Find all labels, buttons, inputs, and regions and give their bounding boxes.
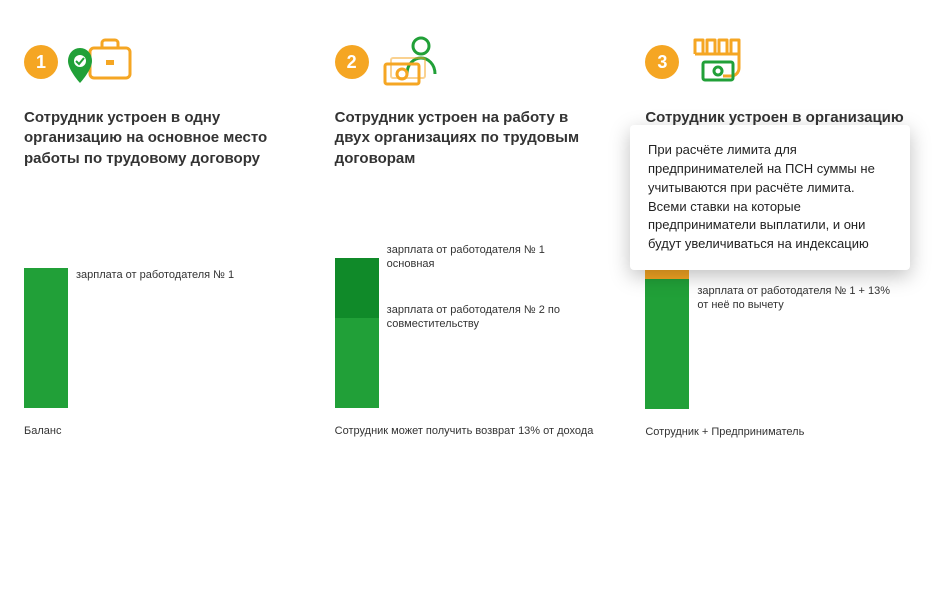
- chart-caption: Сотрудник + Предприниматель: [645, 425, 804, 439]
- badge-row: 3: [645, 30, 916, 94]
- chart-caption: Сотрудник может получить возврат 13% от …: [335, 424, 594, 438]
- bar-segment: [645, 279, 689, 409]
- stacked-bar: [335, 258, 379, 408]
- stacked-bar: [24, 268, 68, 408]
- column-1: 1 Сотрудник устроен в одну организацию н…: [24, 30, 295, 439]
- hand-money-icon: [689, 34, 759, 90]
- step-number-badge: 1: [24, 45, 58, 79]
- column-2: 2 Сотрудник устроен на работу в двух орг…: [335, 30, 606, 439]
- badge-row: 1: [24, 30, 295, 94]
- chart-area: зарплата от работодателя № 2 по совмести…: [335, 208, 606, 438]
- column-title: Сотрудник устроен в одну организацию на …: [24, 108, 295, 188]
- person-cash-icon: [379, 34, 449, 90]
- bar-segment: [24, 268, 68, 408]
- chart-area: зарплата от работодателя № 1 Баланс: [24, 208, 295, 438]
- bar-segment: [335, 318, 379, 408]
- bar-segment-label: зарплата от работодателя № 1 + 13% от не…: [697, 284, 897, 313]
- bar-segment-label: зарплата от работодателя № 1 основная: [387, 243, 587, 272]
- tooltip-popover: При расчёте лимита для предпринимателей …: [630, 125, 910, 270]
- step-number-badge: 3: [645, 45, 679, 79]
- step-number-badge: 2: [335, 45, 369, 79]
- column-title: Сотрудник устроен на работу в двух орган…: [335, 108, 606, 188]
- chart-caption: Баланс: [24, 424, 61, 438]
- bar-segment-label: зарплата от работодателя № 2 по совмести…: [387, 303, 587, 332]
- bar-segment-label: зарплата от работодателя № 1: [76, 268, 276, 282]
- badge-row: 2: [335, 30, 606, 94]
- briefcase-pin-icon: [68, 34, 138, 90]
- bar-segment: [335, 258, 379, 318]
